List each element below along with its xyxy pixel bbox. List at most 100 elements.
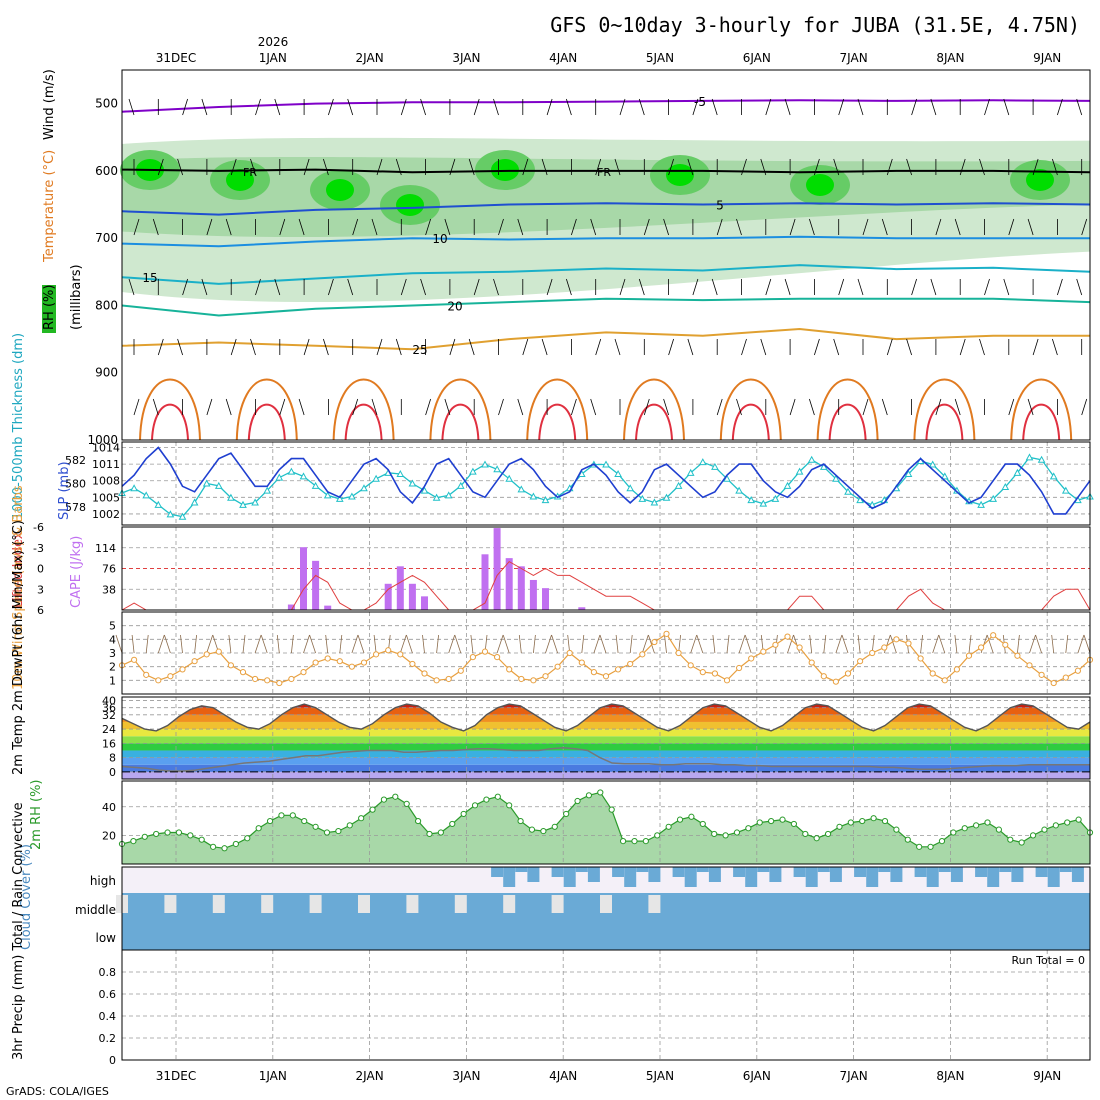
cloud-high-cell xyxy=(696,867,709,872)
wind-speed-line-point xyxy=(590,669,598,676)
wind-barb xyxy=(1083,634,1091,654)
bottom-date-label: 8JAN xyxy=(936,1069,964,1083)
wind-barb xyxy=(177,338,183,356)
rh-line-point xyxy=(973,822,980,829)
precip-panel: 0 0.2 0.4 0.6 0.8 xyxy=(99,949,1091,1067)
temp-tick: 24 xyxy=(102,723,116,736)
thickness-line-point xyxy=(227,493,235,501)
thickness-line-point xyxy=(759,499,768,507)
rh-line-point xyxy=(517,817,524,825)
wind-barb xyxy=(128,278,135,296)
wind-speed-line-point xyxy=(941,677,948,684)
thickness-line-point xyxy=(396,469,405,478)
rh-line-point xyxy=(358,815,365,822)
rh-line-point xyxy=(414,817,422,825)
wind-speed-line-point xyxy=(687,662,694,669)
rh-moist-core xyxy=(396,194,424,216)
wind-barb xyxy=(663,398,669,416)
cloud-mid-gap xyxy=(600,895,612,913)
rh-line-point xyxy=(870,815,877,822)
cloud-mid-gap xyxy=(551,895,564,913)
wind-barb xyxy=(619,278,626,296)
wind-speed-line-point xyxy=(820,673,827,680)
wind-barb xyxy=(566,278,572,296)
wind-speed-line-point xyxy=(143,671,150,678)
wind-barb xyxy=(399,634,407,654)
rh-line-point xyxy=(403,800,410,807)
cloud-level-label: middle xyxy=(75,903,116,917)
wind-barb xyxy=(498,398,504,416)
wind-barb xyxy=(533,634,536,654)
thickness-line-point xyxy=(190,498,199,506)
wind-barb xyxy=(517,398,524,416)
wind-barb xyxy=(619,98,626,116)
wind-speed-line-point xyxy=(288,675,295,683)
wind-barb xyxy=(323,338,329,356)
temp-contour-35 xyxy=(1022,403,1061,441)
temp-contour-35 xyxy=(247,403,286,441)
rh-line-point xyxy=(278,812,285,819)
cloud-level-label: high xyxy=(90,874,116,888)
wind-barb xyxy=(935,398,942,416)
thickness-line-point xyxy=(178,512,187,520)
cape-bar xyxy=(324,605,332,610)
thickness-line-point xyxy=(602,460,610,468)
wind-barb xyxy=(857,278,864,296)
wind-barb xyxy=(436,634,439,654)
precip-frame xyxy=(121,949,1091,1061)
rh-line-point xyxy=(608,806,615,813)
rh-line-point xyxy=(198,836,205,843)
wind-barb xyxy=(930,98,937,116)
cloud-high-cell xyxy=(515,867,528,872)
wind-speed-line-point xyxy=(1038,671,1045,678)
wind-barb xyxy=(493,278,499,296)
rh-line-point xyxy=(574,797,581,805)
bottom-date-label: 1JAN xyxy=(259,1069,287,1083)
cape-bar xyxy=(481,554,489,610)
thickness-line-point xyxy=(239,500,247,508)
wind-speed-line-point xyxy=(978,644,985,651)
wind-barb xyxy=(351,634,359,654)
cloud-mid-gap xyxy=(648,895,661,913)
thickness-line-point xyxy=(335,494,344,502)
rh-line-point xyxy=(528,826,536,833)
wind-barb xyxy=(473,98,480,116)
rh2m-ylabel: 2m RH (%) xyxy=(29,779,44,850)
thickness-line-point xyxy=(807,455,816,463)
wind-speed-line-point xyxy=(869,649,876,657)
wind-barb xyxy=(968,634,972,654)
wind-barb xyxy=(663,218,669,236)
cloud-high-cell xyxy=(503,867,516,887)
rh-moist-core xyxy=(326,179,354,201)
wind-barb xyxy=(696,634,704,654)
wind-barb xyxy=(201,278,208,296)
rh-line-point xyxy=(847,819,854,826)
wind-speed-line-point xyxy=(929,670,936,677)
rh-line-point xyxy=(1064,819,1071,826)
wind-speed-line-point xyxy=(554,663,561,670)
temp-tick: 0 xyxy=(109,766,116,779)
rh-line-point xyxy=(551,823,558,830)
cloud-high-cell xyxy=(745,867,758,887)
temp-contour-35 xyxy=(731,403,770,441)
cloud-high-cell xyxy=(527,867,540,882)
wind-barb xyxy=(862,218,869,236)
wind-barb xyxy=(309,634,316,654)
wind-barb xyxy=(736,218,742,236)
thickness-line-point xyxy=(142,491,151,499)
wind-speed-line-point xyxy=(530,677,537,684)
rh-line-point xyxy=(130,838,137,845)
rh-line-point xyxy=(141,833,148,840)
wind-barb xyxy=(687,338,694,356)
top-date-label: 5JAN xyxy=(646,51,674,65)
wind-tick: 4 xyxy=(109,633,116,646)
rh-moist-core xyxy=(226,169,254,191)
cape-bar xyxy=(300,547,307,610)
temp-tick: 8 xyxy=(109,752,116,765)
wind-barb xyxy=(954,398,961,416)
wind-barb xyxy=(157,158,164,176)
rh-line-point xyxy=(266,817,274,825)
